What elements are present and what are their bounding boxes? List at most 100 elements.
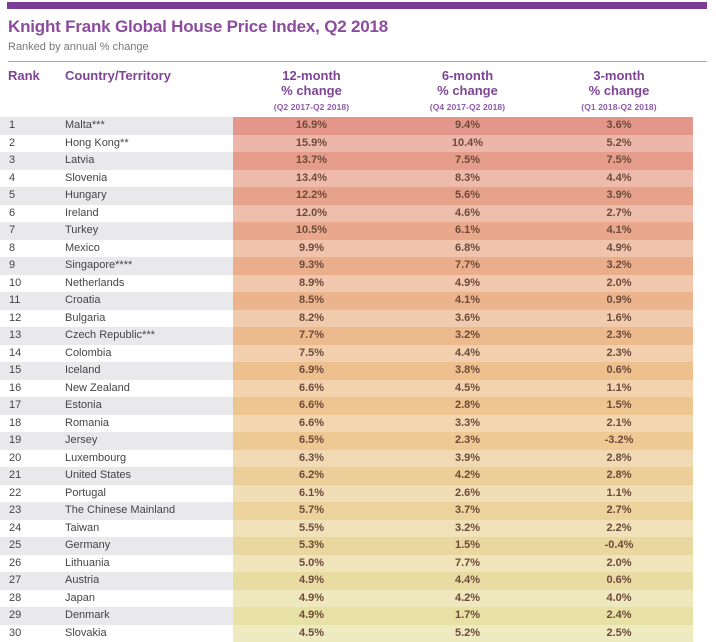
value-12m-cell: 5.0%	[233, 555, 390, 573]
value-3m-cell: 2.3%	[545, 345, 693, 363]
value-3m-cell: 2.8%	[545, 450, 693, 468]
value-12m-cell: 9.3%	[233, 257, 390, 275]
country-cell: Estonia	[57, 397, 233, 415]
value-6m-cell: 3.7%	[390, 502, 545, 520]
country-cell: Taiwan	[57, 520, 233, 538]
value-12m-cell: 13.4%	[233, 170, 390, 188]
value-3m-cell: 2.1%	[545, 415, 693, 433]
value-6m-cell: 4.5%	[390, 380, 545, 398]
value-12m-cell: 6.6%	[233, 380, 390, 398]
value-12m-cell: 4.9%	[233, 607, 390, 625]
country-cell: Czech Republic***	[57, 327, 233, 345]
period-range: (Q1 2018-Q2 2018)	[545, 100, 693, 115]
rank-cell: 15	[0, 362, 57, 380]
rank-cell: 19	[0, 432, 57, 450]
value-12m-cell: 7.5%	[233, 345, 390, 363]
country-cell: United States	[57, 467, 233, 485]
rank-cell: 3	[0, 152, 57, 170]
value-6m-cell: 7.5%	[390, 152, 545, 170]
value-3m-cell: 0.6%	[545, 572, 693, 590]
value-3m-cell: 2.2%	[545, 520, 693, 538]
value-3m-cell: 2.3%	[545, 327, 693, 345]
country-cell: Lithuania	[57, 555, 233, 573]
country-cell: Latvia	[57, 152, 233, 170]
period-range: (Q4 2017-Q2 2018)	[390, 100, 545, 115]
value-3m-cell: -0.4%	[545, 537, 693, 555]
rank-cell: 24	[0, 520, 57, 538]
value-6m-cell: 8.3%	[390, 170, 545, 188]
value-6m-cell: 4.4%	[390, 345, 545, 363]
value-3m-cell: 2.0%	[545, 555, 693, 573]
column-header-rank: Rank	[0, 68, 57, 83]
period-label-line2: % change	[233, 83, 390, 98]
period-label-line1: 6-month	[390, 68, 545, 83]
rank-cell: 27	[0, 572, 57, 590]
value-6m-cell: 2.8%	[390, 397, 545, 415]
value-3m-cell: 4.4%	[545, 170, 693, 188]
rank-cell: 22	[0, 485, 57, 503]
value-12m-cell: 4.9%	[233, 590, 390, 608]
country-cell: Netherlands	[57, 275, 233, 293]
country-cell: Romania	[57, 415, 233, 433]
column-header-12-month: 12-month % change (Q2 2017-Q2 2018)	[233, 68, 390, 115]
value-6m-cell: 4.4%	[390, 572, 545, 590]
page-title: Knight Frank Global House Price Index, Q…	[8, 17, 716, 37]
column-header-country: Country/Territory	[57, 68, 233, 83]
value-12m-cell: 6.6%	[233, 397, 390, 415]
country-cell: Jersey	[57, 432, 233, 450]
value-6m-cell: 4.2%	[390, 467, 545, 485]
period-label-line1: 12-month	[233, 68, 390, 83]
period-label-line1: 3-month	[545, 68, 693, 83]
value-6m-cell: 7.7%	[390, 555, 545, 573]
country-cell: Slovakia	[57, 625, 233, 642]
column-header-3-month: 3-month % change (Q1 2018-Q2 2018)	[545, 68, 693, 115]
value-6m-cell: 3.6%	[390, 310, 545, 328]
rank-cell: 10	[0, 275, 57, 293]
value-12m-cell: 12.0%	[233, 205, 390, 223]
value-3m-cell: 1.1%	[545, 380, 693, 398]
value-6m-cell: 3.3%	[390, 415, 545, 433]
value-3m-cell: 2.5%	[545, 625, 693, 642]
value-3m-cell: 1.5%	[545, 397, 693, 415]
value-6m-cell: 3.9%	[390, 450, 545, 468]
value-3m-cell: 1.1%	[545, 485, 693, 503]
value-3m-cell: 1.6%	[545, 310, 693, 328]
rank-cell: 4	[0, 170, 57, 188]
value-3m-cell: 4.9%	[545, 240, 693, 258]
rank-cell: 12	[0, 310, 57, 328]
rank-cell: 16	[0, 380, 57, 398]
value-3m-cell: 4.1%	[545, 222, 693, 240]
period-label-line2: % change	[545, 83, 693, 98]
value-6m-cell: 1.5%	[390, 537, 545, 555]
top-accent-bar	[7, 2, 707, 9]
country-cell: Slovenia	[57, 170, 233, 188]
value-12m-cell: 5.7%	[233, 502, 390, 520]
value-12m-cell: 7.7%	[233, 327, 390, 345]
rank-cell: 17	[0, 397, 57, 415]
column-header-6-month: 6-month % change (Q4 2017-Q2 2018)	[390, 68, 545, 115]
value-3m-cell: 2.0%	[545, 275, 693, 293]
value-3m-cell: 3.6%	[545, 117, 693, 135]
value-6m-cell: 4.6%	[390, 205, 545, 223]
value-3m-cell: 3.2%	[545, 257, 693, 275]
value-12m-cell: 15.9%	[233, 135, 390, 153]
country-cell: Iceland	[57, 362, 233, 380]
rank-cell: 7	[0, 222, 57, 240]
value-3m-cell: 5.2%	[545, 135, 693, 153]
value-12m-cell: 10.5%	[233, 222, 390, 240]
value-6m-cell: 10.4%	[390, 135, 545, 153]
